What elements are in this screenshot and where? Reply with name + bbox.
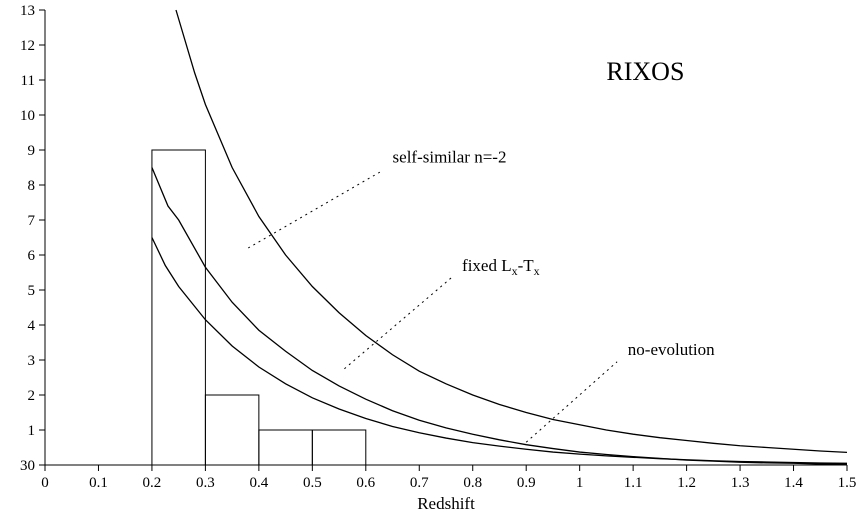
y-tick-label: 2 <box>28 388 36 404</box>
histogram-bar <box>205 395 258 465</box>
x-tick-label: 0.5 <box>303 475 322 491</box>
x-tick-label: 1 <box>576 475 584 491</box>
annotation-fixed-lx-tx: fixed Lx-Tx <box>462 256 540 278</box>
y-tick-label: 10 <box>20 108 35 124</box>
x-tick-label: 1.2 <box>677 475 696 491</box>
y-tick-label: 8 <box>28 178 36 194</box>
annotation-no_evolution: no-evolution <box>628 340 715 359</box>
chart-svg: 0 0.1 0.2 0.3 0.4 0.5 0.6 0.7 0.8 0.9 1 1.1 1.2 1.3 1.… <box>0 0 857 526</box>
x-tick-label: 0.4 <box>249 475 268 491</box>
y-tick-label: 4 <box>28 318 36 334</box>
x-tick-label: 0.1 <box>89 475 108 491</box>
y-tick-label: 3 <box>28 353 36 369</box>
y-tick-label: 12 <box>20 38 35 54</box>
x-tick-label: 1.3 <box>731 475 750 491</box>
chart-container: 0 0.1 0.2 0.3 0.4 0.5 0.6 0.7 0.8 0.9 1 1.1 1.2 1.3 1.… <box>0 0 857 526</box>
x-tick-label: 1.4 <box>784 475 803 491</box>
y-tick-label: 11 <box>21 73 35 89</box>
annotation-leader <box>526 362 617 443</box>
y-tick-label: 6 <box>28 248 36 264</box>
x-tick-label: 0.3 <box>196 475 215 491</box>
y-tick-label: 30 <box>20 458 35 474</box>
histogram-bar <box>259 430 312 465</box>
annotation-self_similar: self-similar n=-2 <box>393 147 507 166</box>
x-tick-label: 1.1 <box>624 475 643 491</box>
x-tick-label: 0 <box>41 475 49 491</box>
histogram-bar <box>152 150 205 465</box>
annotation-leader <box>344 278 451 369</box>
x-axis-label: Redshift <box>417 494 475 513</box>
histogram-bar <box>312 430 365 465</box>
x-tick-label: 0.7 <box>410 475 429 491</box>
chart-title: RIXOS <box>606 57 684 86</box>
x-tick-label: 1.5 <box>838 475 857 491</box>
x-tick-label: 0.8 <box>463 475 482 491</box>
curve-self-similar-n-2 <box>176 10 847 452</box>
y-tick-label: 7 <box>28 213 36 229</box>
x-tick-label: 0.9 <box>517 475 536 491</box>
y-tick-label: 9 <box>28 143 36 159</box>
y-tick-label: 13 <box>20 3 35 19</box>
annotation-leader <box>248 171 382 248</box>
x-tick-label: 0.6 <box>356 475 375 491</box>
y-tick-label: 1 <box>28 423 36 439</box>
x-tick-label: 0.2 <box>143 475 162 491</box>
y-tick-label: 5 <box>28 283 36 299</box>
